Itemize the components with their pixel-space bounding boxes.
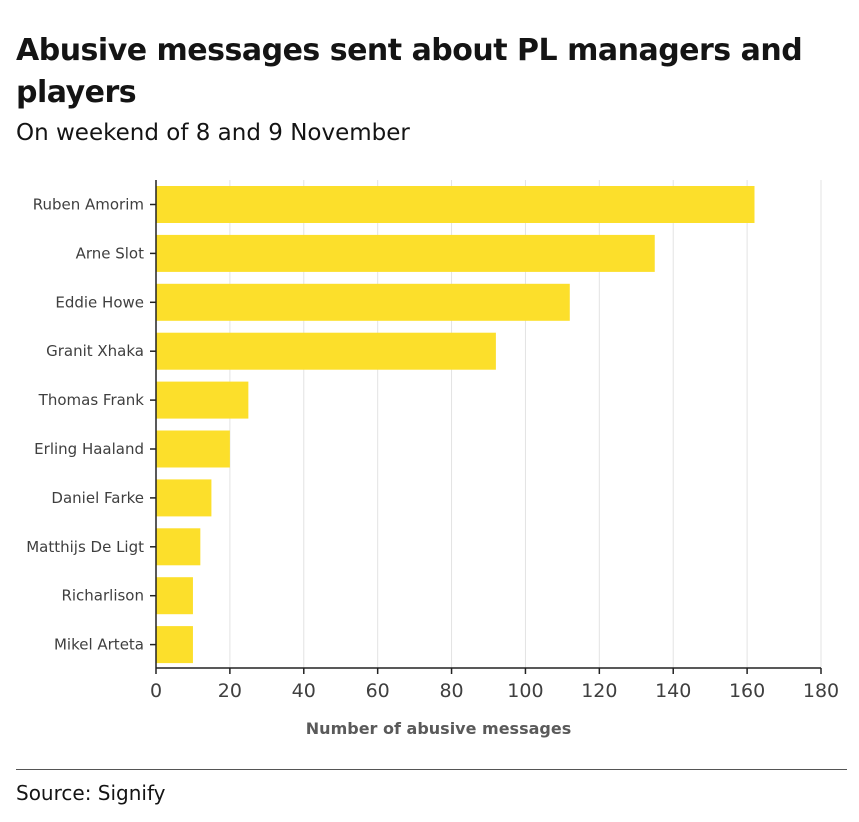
bar [156, 381, 249, 419]
x-tick-label: 20 [218, 680, 242, 702]
x-tick-label: 0 [150, 680, 162, 702]
chart-subtitle: On weekend of 8 and 9 November [16, 120, 410, 146]
y-tick-label: Daniel Farke [51, 489, 144, 507]
y-tick-label: Mikel Arteta [54, 636, 144, 654]
bars [156, 186, 755, 664]
y-tick-label: Thomas Frank [38, 391, 145, 409]
bar [156, 430, 230, 468]
source-note: Source: Signify [16, 781, 166, 805]
bar [156, 577, 193, 615]
x-tick-label: 140 [655, 680, 691, 702]
y-axis: Ruben Amorim Arne Slot Eddie Howe Granit Xh… [26, 180, 157, 668]
bar [156, 479, 212, 517]
y-tick-label: Matthijs De Ligt [26, 538, 144, 556]
x-axis-title: Number of abusive messages [306, 719, 571, 738]
bar-chart: Ruben Amorim Arne Slot Eddie Howe Granit Xh… [26, 180, 839, 738]
footer-divider [16, 769, 847, 770]
bar [156, 626, 193, 664]
x-tick-label: 180 [803, 680, 839, 702]
y-tick-label: Arne Slot [76, 244, 145, 262]
chart-title: Abusive messages sent about PL managers … [16, 33, 803, 110]
x-tick-label: 60 [366, 680, 390, 702]
y-tick-label: Granit Xhaka [46, 342, 144, 360]
bar [156, 528, 201, 566]
x-axis: 0 20 40 60 80 100 120 140 160 180 [150, 667, 839, 702]
y-tick-label: Ruben Amorim [33, 196, 144, 214]
bar [156, 332, 496, 370]
x-tick-label: 120 [581, 680, 617, 702]
y-tick-label: Erling Haaland [34, 440, 144, 458]
x-tick-label: 160 [729, 680, 765, 702]
y-tick-label: Eddie Howe [55, 293, 144, 311]
x-tick-label: 100 [507, 680, 543, 702]
bar [156, 186, 755, 223]
bar [156, 234, 655, 272]
x-tick-label: 40 [292, 680, 316, 702]
y-tick-label: Richarlison [61, 587, 144, 605]
bar [156, 283, 570, 321]
x-tick-label: 80 [439, 680, 463, 702]
